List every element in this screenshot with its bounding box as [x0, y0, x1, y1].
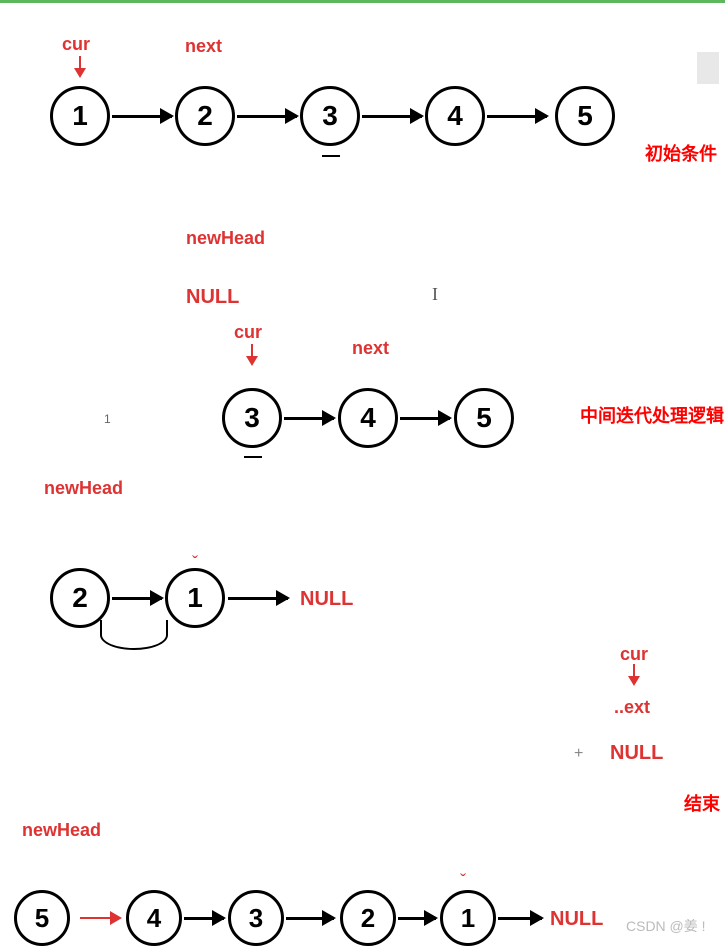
link-arrow: [112, 597, 162, 600]
cur-pointer-arrow-2: [246, 344, 258, 366]
tiny-mark: 1: [104, 412, 111, 426]
section-caption-3: 结束: [684, 790, 720, 816]
link-arrow: [184, 917, 224, 920]
node-2-3: 3: [222, 388, 282, 448]
link-arrow-red: [80, 917, 120, 919]
link-arrow: [112, 115, 172, 118]
underscore-mark: [244, 456, 262, 458]
node-3-3: 3: [228, 890, 284, 946]
node-2b-1: 1: [165, 568, 225, 628]
node-value: 3: [249, 903, 263, 934]
diagram-canvas: cur next 1 2 3 4 5 初始条件 newHead NULL I c…: [0, 0, 725, 944]
next-label-2: next: [352, 338, 389, 359]
node-3-2: 2: [340, 890, 396, 946]
link-arrow: [228, 597, 288, 600]
scrollbar-stub: [697, 52, 719, 84]
link-arrow: [487, 115, 547, 118]
newhead-label-2: newHead: [44, 478, 123, 499]
node-3-4: 4: [126, 890, 182, 946]
node-value: 4: [447, 100, 463, 132]
plus-icon: +: [574, 745, 583, 763]
cur-label-2: cur: [234, 322, 262, 343]
node-1-2: 2: [175, 86, 235, 146]
text-cursor-icon: I: [432, 284, 438, 305]
node-1-3: 3: [300, 86, 360, 146]
top-accent-bar: [0, 0, 725, 3]
node-value: 3: [244, 402, 260, 434]
null-label-3b: NULL: [550, 908, 603, 931]
cur-pointer-arrow-1: [74, 56, 86, 78]
next-label-1: next: [185, 36, 222, 57]
node-value: 5: [577, 100, 593, 132]
link-arrow: [362, 115, 422, 118]
node-1-1: 1: [50, 86, 110, 146]
null-label-3a: NULL: [610, 742, 663, 765]
node-2-4: 4: [338, 388, 398, 448]
node-value: 4: [147, 903, 161, 934]
node-value: 2: [361, 903, 375, 934]
check-mark: ˇ: [460, 870, 466, 891]
node-1-4: 4: [425, 86, 485, 146]
cur-label-1: cur: [62, 34, 90, 55]
newhead-label-3: newHead: [22, 820, 101, 841]
watermark-text: CSDN @姜 !: [626, 916, 706, 936]
node-value: 1: [72, 100, 88, 132]
node-value: 2: [197, 100, 213, 132]
node-2-5: 5: [454, 388, 514, 448]
node-value: 3: [322, 100, 338, 132]
arc-line: [100, 620, 168, 650]
link-arrow: [286, 917, 334, 920]
section-caption-2: 中间迭代处理逻辑: [580, 402, 724, 428]
link-arrow: [400, 417, 450, 420]
newhead-label-1: newHead: [186, 228, 265, 249]
null-label-2: NULL: [300, 588, 353, 611]
link-arrow: [498, 917, 542, 920]
link-arrow: [284, 417, 334, 420]
underscore-mark: [322, 155, 340, 157]
node-3-5: 5: [14, 890, 70, 946]
node-3-1: 1: [440, 890, 496, 946]
link-arrow: [398, 917, 436, 920]
node-value: 5: [35, 903, 49, 934]
link-arrow: [237, 115, 297, 118]
ext-label-3: ..ext: [614, 697, 650, 718]
cur-label-3: cur: [620, 644, 648, 665]
section-caption-1: 初始条件: [645, 140, 717, 166]
node-2b-2: 2: [50, 568, 110, 628]
null-label-1: NULL: [186, 286, 239, 309]
node-value: 4: [360, 402, 376, 434]
cur-pointer-arrow-3: [628, 664, 640, 686]
node-value: 5: [476, 402, 492, 434]
node-value: 1: [461, 903, 475, 934]
node-value: 1: [187, 582, 203, 614]
node-1-5: 5: [555, 86, 615, 146]
node-value: 2: [72, 582, 88, 614]
